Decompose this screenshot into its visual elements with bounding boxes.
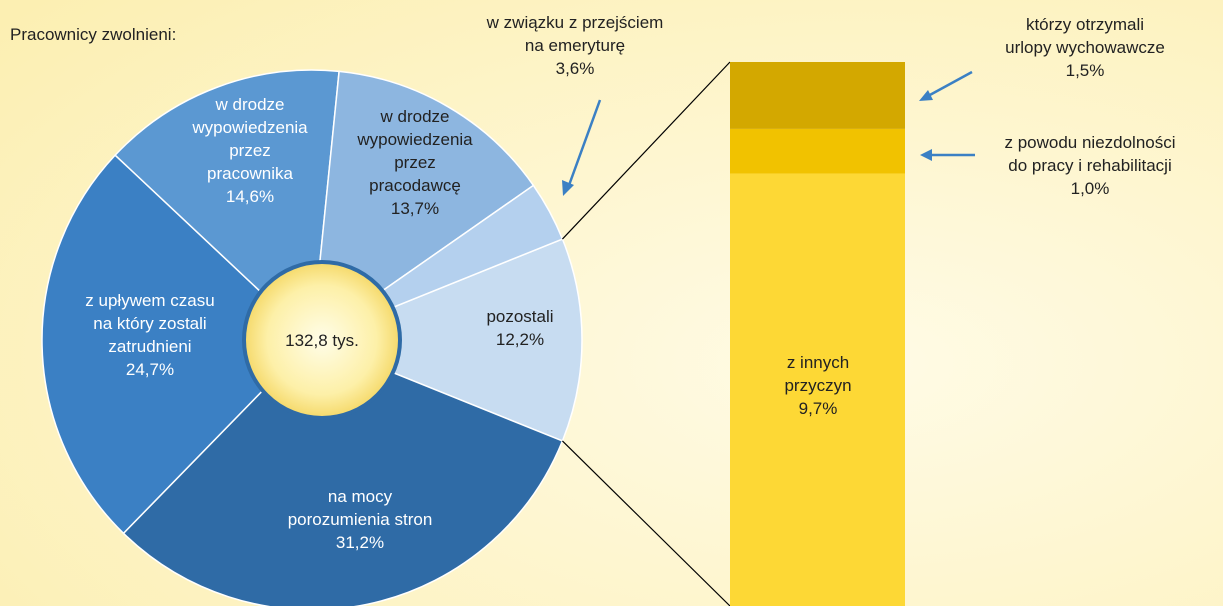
connector <box>561 440 731 606</box>
bar-label: z powodu niezdolności do pracy i rehabili… <box>1004 133 1175 175</box>
value-label: 13,7% <box>391 199 439 218</box>
value-label: 24,7% <box>126 360 174 379</box>
value-label: 14,6% <box>226 187 274 206</box>
bar-segment <box>730 128 905 174</box>
arrow-head <box>562 180 574 196</box>
center-label: 132,8 tys. <box>285 331 359 350</box>
pie-slice <box>309 238 583 442</box>
chart-title: Pracownicy zwolnieni: <box>10 25 176 44</box>
bar-value-label: 9,7% <box>799 399 838 418</box>
bar-value-label: 1,0% <box>1071 179 1110 198</box>
arrow-head <box>920 149 932 161</box>
pie-slice <box>311 70 535 342</box>
arrow-head <box>919 90 933 101</box>
value-label: 3,6% <box>556 59 595 78</box>
value-label: 31,2% <box>336 533 384 552</box>
pie-slice <box>122 339 564 606</box>
slice-label: z upływem czasu na który zostali zatrudnie… <box>85 291 214 356</box>
bar-segment <box>730 62 905 129</box>
slice-label: w związku z przejściem na emeryturę <box>486 13 664 55</box>
arrow <box>927 70 973 98</box>
center-hub <box>242 260 402 420</box>
bar-segment <box>730 173 905 606</box>
slice-label: pozostali <box>486 307 553 326</box>
slice-label: w drodze wypowiedzenia przez pracownika <box>191 95 308 183</box>
value-label: 12,2% <box>496 330 544 349</box>
connector <box>561 61 731 240</box>
slice-label: na mocy porozumienia stron <box>288 487 433 529</box>
bar-label: z innych przyczyn <box>784 353 851 395</box>
bar-value-label: 1,5% <box>1066 61 1105 80</box>
pie-slice <box>41 154 314 535</box>
arrow <box>566 99 602 189</box>
bar-label: którzy otrzymali urlopy wychowawcze <box>1005 15 1165 57</box>
slice-label: w drodze wypowiedzenia przez pracodawcę <box>356 107 473 195</box>
